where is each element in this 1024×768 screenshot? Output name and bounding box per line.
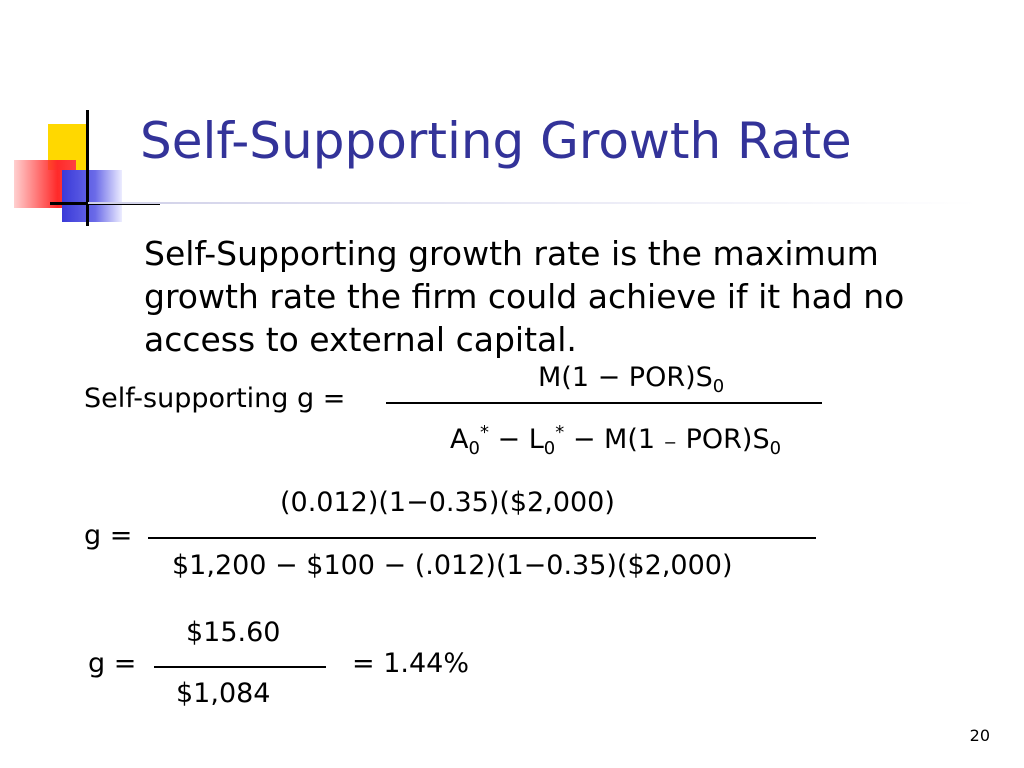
formula2-lhs: g = [84, 520, 133, 551]
formula2-numerator: (0.012)(1−0.35)($2,000) [280, 487, 615, 518]
den-s-sub: 0 [769, 438, 782, 459]
den-a-sup: * [479, 422, 489, 443]
formula1-denominator: A0* − L0* − M(1 − POR)S0 [450, 422, 781, 458]
formula3-result: = 1.44% [352, 648, 469, 679]
slide-body-text: Self-Supporting growth rate is the maxim… [144, 234, 905, 359]
page-number: 20 [969, 726, 990, 745]
den-l-sub: 0 [543, 438, 556, 459]
den-small-minus: − [663, 433, 678, 452]
formula1-lhs: Self-supporting g = [84, 383, 346, 414]
formula3-fraction-bar [154, 666, 326, 668]
den-mid: − M(1 [564, 424, 664, 455]
title-underline [88, 202, 978, 204]
formula1-fraction-bar [386, 402, 822, 404]
den-a: A [450, 424, 469, 455]
den-a-sub: 0 [468, 438, 480, 459]
formula2-fraction-bar [148, 537, 816, 539]
formula2-denominator: $1,200 − $100 − (.012)(1−0.35)($2,000) [172, 550, 733, 581]
slide-title: Self-Supporting Growth Rate [140, 112, 852, 170]
formula3-lhs: g = [88, 648, 137, 679]
formula1-numerator-text: M(1 − POR)S [538, 362, 713, 393]
den-minus-l: − L [488, 424, 544, 455]
den-l-sup: * [555, 422, 565, 443]
den-end: POR)S [677, 424, 770, 455]
blue-square [62, 170, 122, 222]
formula3-denominator: $1,084 [176, 678, 271, 709]
decoration-vertical-line [86, 110, 89, 226]
formula1-numerator-sub: 0 [712, 376, 725, 397]
formula1-numerator: M(1 − POR)S0 [538, 362, 724, 396]
formula3-numerator: $15.60 [186, 617, 281, 648]
